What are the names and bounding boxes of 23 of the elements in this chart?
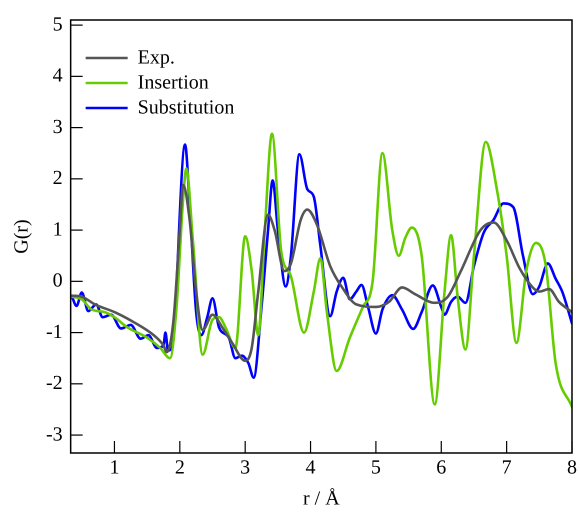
y-tick-label: -1 <box>46 320 63 343</box>
x-tick-label: 1 <box>109 456 120 478</box>
y-axis-title: G(r) <box>10 219 32 254</box>
x-tick-label: 7 <box>502 456 512 478</box>
y-tick-label: 2 <box>52 167 63 190</box>
x-tick-label: 6 <box>436 456 446 478</box>
y-tick-label: 3 <box>52 116 63 138</box>
y-tick-label: -3 <box>46 423 63 446</box>
x-axis-title: r / Å <box>302 487 340 510</box>
x-tick-label: 2 <box>174 456 185 478</box>
y-tick-label: 1 <box>52 218 63 240</box>
x-tick-label: 4 <box>306 456 316 478</box>
y-tick-label: 5 <box>52 13 63 36</box>
x-tick-label: 3 <box>240 456 250 478</box>
legend-label: Substitution <box>138 96 234 118</box>
x-tick-label: 8 <box>567 456 577 478</box>
y-tick-label: -2 <box>46 372 63 394</box>
x-tick-label: 5 <box>370 456 381 478</box>
line-series <box>70 184 572 362</box>
legend-label: Exp. <box>138 46 175 68</box>
y-tick-label: 4 <box>52 64 63 87</box>
legend-label: Insertion <box>138 71 209 94</box>
y-tick-label: 0 <box>52 270 63 292</box>
